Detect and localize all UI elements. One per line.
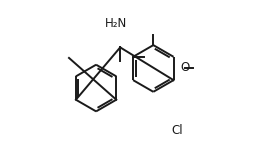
Text: Cl: Cl <box>171 124 183 137</box>
Text: O: O <box>180 61 190 74</box>
Text: H₂N: H₂N <box>104 17 127 29</box>
